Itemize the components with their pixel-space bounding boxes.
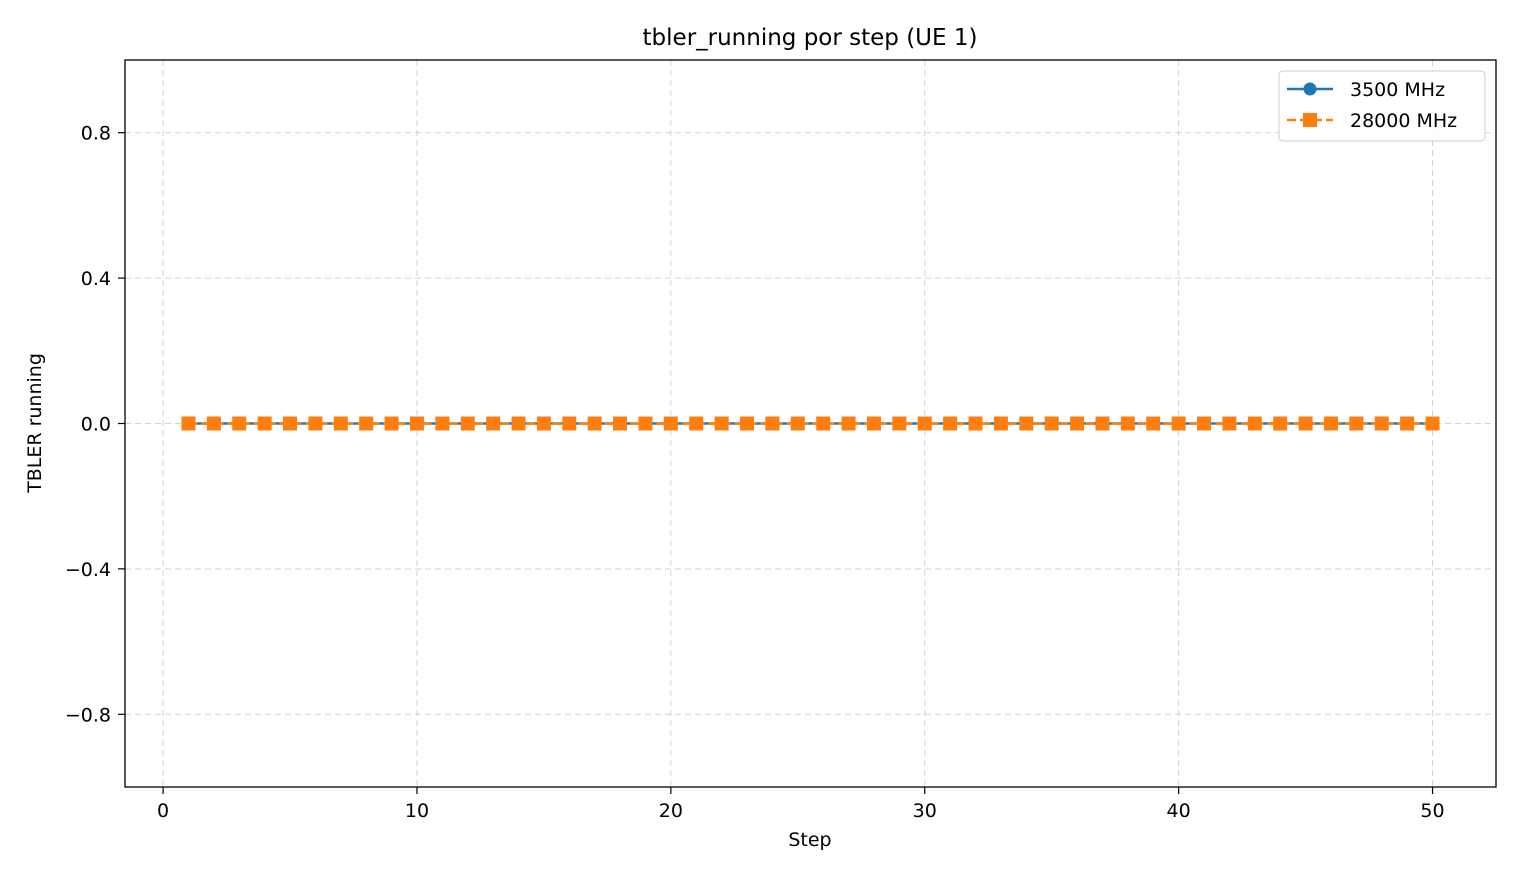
data-point-2	[511, 416, 526, 431]
data-point-2	[181, 416, 196, 431]
x-axis-label: Step	[788, 829, 831, 851]
data-point-2	[740, 416, 755, 431]
data-point-2	[587, 416, 602, 431]
data-point-2	[689, 416, 704, 431]
data-point-2	[816, 416, 831, 431]
data-point-2	[257, 416, 272, 431]
data-point-2	[1120, 416, 1135, 431]
data-point-2	[232, 416, 247, 431]
x-tick-label: 40	[1167, 800, 1191, 822]
y-tick-label: 0.8	[81, 123, 111, 145]
data-point-2	[206, 416, 221, 431]
chart-title: tbler_running por step (UE 1)	[643, 25, 978, 51]
data-point-2	[1044, 416, 1059, 431]
series-layer	[181, 416, 1440, 431]
data-point-2	[1197, 416, 1212, 431]
data-point-2	[562, 416, 577, 431]
legend-label: 28000 MHz	[1350, 110, 1457, 132]
data-point-2	[943, 416, 958, 431]
data-point-2	[1070, 416, 1085, 431]
data-point-2	[1349, 416, 1364, 431]
data-point-2	[968, 416, 983, 431]
data-point-2	[333, 416, 348, 431]
x-tick-label: 20	[659, 800, 683, 822]
legend: 3500 MHz 28000 MHz	[1278, 70, 1486, 142]
legend-swatch-marker	[1303, 82, 1317, 96]
data-point-2	[917, 416, 932, 431]
legend-label: 3500 MHz	[1350, 79, 1445, 101]
data-point-2	[1298, 416, 1313, 431]
data-point-2	[460, 416, 475, 431]
x-tick-label: 0	[157, 800, 169, 822]
data-point-2	[1323, 416, 1338, 431]
data-point-2	[765, 416, 780, 431]
data-point-2	[1273, 416, 1288, 431]
x-tick-label: 10	[405, 800, 429, 822]
data-point-2	[1171, 416, 1186, 431]
data-point-2	[1425, 416, 1440, 431]
data-point-2	[486, 416, 501, 431]
y-axis-label: TBLER running	[24, 353, 46, 494]
data-point-2	[1095, 416, 1110, 431]
data-point-2	[790, 416, 805, 431]
data-point-2	[1374, 416, 1389, 431]
y-tick-label: 0.4	[81, 268, 111, 290]
y-tick-label: −0.8	[65, 704, 111, 726]
x-tick-label: 50	[1420, 800, 1444, 822]
data-point-2	[384, 416, 399, 431]
data-point-2	[1400, 416, 1415, 431]
data-point-2	[1222, 416, 1237, 431]
data-point-2	[409, 416, 424, 431]
data-point-2	[359, 416, 374, 431]
data-point-2	[892, 416, 907, 431]
data-point-2	[638, 416, 653, 431]
data-point-2	[714, 416, 729, 431]
data-point-2	[866, 416, 881, 431]
data-point-2	[283, 416, 298, 431]
axes: 0 10 20 30 40 50 −0.8 −0.4 0.0 0.4 0.8	[65, 123, 1445, 822]
data-point-2	[841, 416, 856, 431]
data-point-2	[435, 416, 450, 431]
data-point-2	[536, 416, 551, 431]
data-point-2	[993, 416, 1008, 431]
y-tick-label: 0.0	[81, 414, 111, 436]
data-point-2	[1146, 416, 1161, 431]
data-point-2	[308, 416, 323, 431]
data-point-2	[1019, 416, 1034, 431]
legend-swatch-marker	[1303, 113, 1317, 127]
data-point-2	[663, 416, 678, 431]
data-point-2	[613, 416, 628, 431]
x-tick-label: 30	[913, 800, 937, 822]
y-tick-label: −0.4	[65, 559, 111, 581]
data-point-2	[1247, 416, 1262, 431]
